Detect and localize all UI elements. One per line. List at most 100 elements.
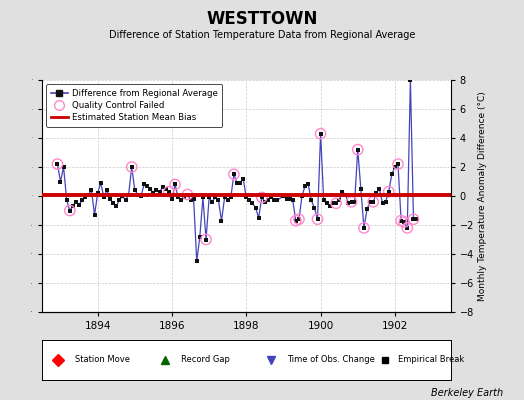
Point [397,218,405,224]
Point [168,196,176,202]
Point [75,202,83,208]
Point [409,216,418,222]
Point [394,161,402,167]
Point [267,194,275,201]
Point [412,216,421,222]
Point [226,194,235,201]
Point [137,193,145,199]
Point [180,194,189,201]
Point [292,218,300,224]
Point [397,218,405,224]
Point [134,191,142,198]
Point [347,199,356,205]
Point [403,225,411,231]
Point [378,200,387,206]
Point [310,204,319,211]
Point [122,197,130,204]
Point [320,197,328,204]
Point [258,194,266,201]
Point [341,191,350,198]
Text: Station Move: Station Move [74,356,129,364]
Point [84,191,93,198]
Point [56,178,64,185]
Point [369,199,377,205]
Point [313,216,322,222]
Point [171,181,179,188]
Point [59,164,68,170]
Point [217,218,226,224]
Point [192,258,201,264]
Point [62,197,71,204]
Point [294,216,303,222]
Point [78,197,86,204]
Point [400,219,408,225]
Point [53,161,62,167]
Point [187,197,195,204]
Point [174,194,182,201]
Point [252,204,260,211]
Point [329,200,337,206]
Point [347,199,356,205]
Point [264,197,272,204]
Point [406,77,414,83]
Point [255,214,263,221]
Point [152,187,161,193]
Point [286,196,294,202]
Point [360,225,368,231]
Point [360,225,368,231]
Point [183,191,192,198]
Point [81,194,90,201]
Text: Empirical Break: Empirical Break [398,356,464,364]
Point [388,171,396,178]
Point [338,188,346,195]
Text: Record Gap: Record Gap [181,356,230,364]
Point [304,181,312,188]
Point [316,130,325,137]
Point [372,190,380,196]
Point [165,188,173,195]
Point [205,194,213,201]
Point [326,203,334,209]
Point [332,200,340,206]
Point [115,197,124,204]
Point [298,193,306,199]
Point [224,197,232,204]
Point [245,197,254,204]
Point [118,193,127,199]
Point [289,197,297,204]
Point [282,196,291,202]
Point [202,236,210,243]
Point [332,200,340,206]
Point [158,184,167,190]
Point [190,196,198,202]
Point [183,191,192,198]
Point [316,130,325,137]
Point [242,194,250,201]
Point [270,197,278,204]
Point [260,199,269,205]
Text: Time of Obs. Change: Time of Obs. Change [287,356,375,364]
Point [211,194,220,201]
Point [88,187,96,193]
Point [258,194,266,201]
Point [195,233,204,240]
Point [208,199,216,205]
Point [375,186,384,192]
Point [248,200,257,206]
Point [357,186,365,192]
Point [221,194,229,201]
Point [202,236,210,243]
Point [171,181,179,188]
Point [236,180,244,186]
Point [307,197,315,204]
Point [313,216,322,222]
Point [391,164,399,170]
Point [53,161,62,167]
Text: Berkeley Earth: Berkeley Earth [431,388,503,398]
Y-axis label: Monthly Temperature Anomaly Difference (°C): Monthly Temperature Anomaly Difference (… [478,91,487,301]
Point [279,193,288,199]
Legend: Difference from Regional Average, Quality Control Failed, Estimated Station Mean: Difference from Regional Average, Qualit… [46,84,222,127]
Point [103,187,111,193]
Point [93,190,102,196]
Point [127,164,136,170]
